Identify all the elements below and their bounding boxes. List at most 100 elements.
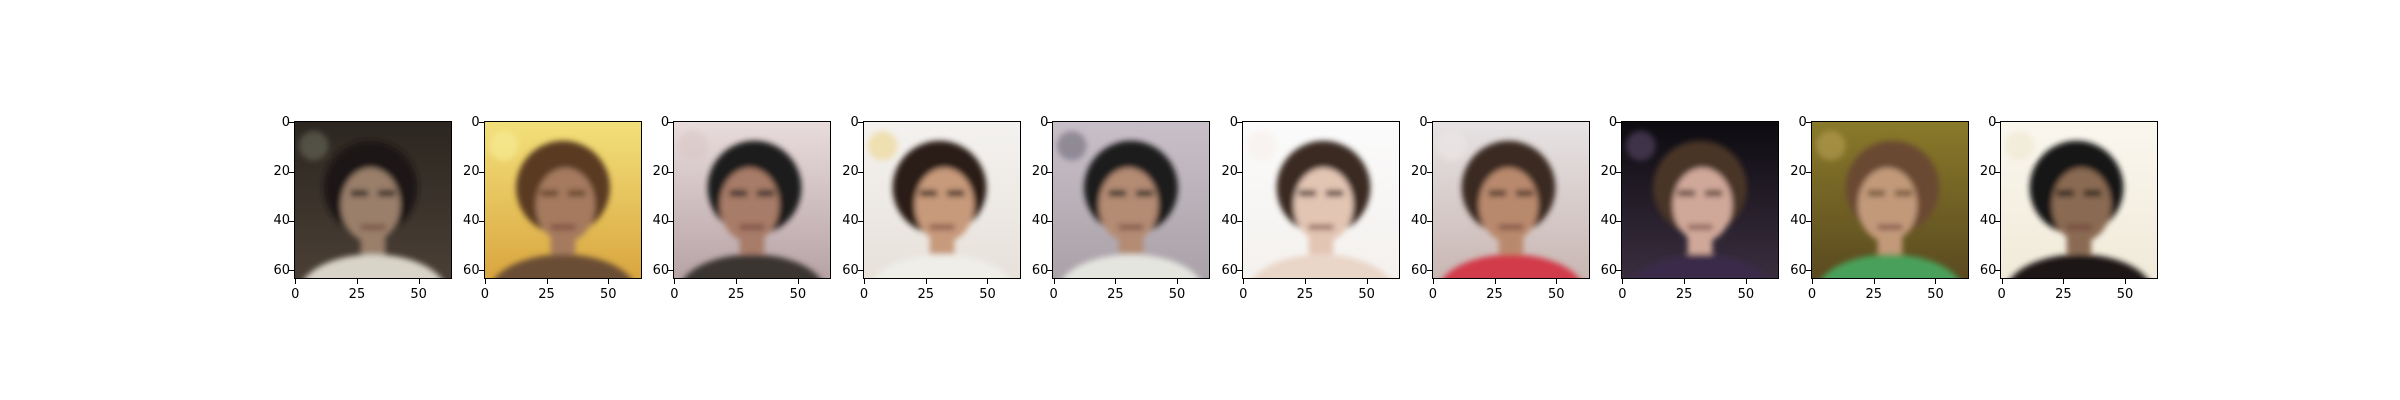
y-tick-mark [1995, 122, 2001, 124]
y-tick-label: 60 [842, 262, 859, 278]
image-panel-9: 0 20 40 60 0 25 50 [1790, 0, 1993, 320]
y-tick-label: 60 [463, 262, 480, 278]
image-panel-10: 0 20 40 60 0 25 50 [1980, 0, 2182, 320]
x-tick-mark [1684, 279, 1686, 284]
x-tick-mark [1622, 279, 1624, 284]
x-tick-mark [1432, 279, 1434, 284]
y-tick-label: 60 [1221, 262, 1238, 278]
x-tick-label: 25 [727, 287, 745, 302]
x-tick-label: 50 [789, 287, 807, 302]
x-tick-label: 25 [538, 287, 555, 302]
face-image [673, 121, 832, 279]
x-tick-mark [1745, 279, 1747, 284]
face-image [1431, 121, 1590, 279]
y-tick-label: 60 [1411, 262, 1428, 278]
y-tick-mark [1805, 270, 1811, 272]
face-thumbnail [1431, 121, 1590, 279]
x-tick-mark [1812, 279, 1814, 284]
y-tick-mark [289, 270, 294, 272]
y-tick-mark [1805, 171, 1811, 173]
x-tick-mark [1873, 279, 1875, 284]
y-tick-label: 40 [1979, 213, 1997, 229]
x-tick-label: 50 [410, 287, 427, 302]
y-tick-mark [1237, 270, 1242, 272]
image-panel-1: 0 20 40 60 0 25 50 [273, 0, 476, 320]
face-image [862, 121, 1021, 279]
x-tick-label: 25 [2055, 287, 2072, 302]
y-tick-label: 60 [1031, 262, 1049, 278]
x-tick-mark [356, 279, 358, 284]
x-tick-label: 25 [1486, 287, 1503, 302]
y-tick-label: 0 [1608, 114, 1618, 130]
face-image [1242, 121, 1400, 279]
x-tick-mark [797, 279, 799, 284]
y-tick-label: 60 [1790, 262, 1807, 278]
x-tick-label: 50 [1927, 287, 1944, 302]
y-tick-label: 20 [1600, 164, 1618, 180]
y-tick-mark [478, 171, 484, 173]
face-thumbnail [1621, 121, 1780, 279]
y-tick-label: 20 [273, 164, 290, 180]
x-tick-label: 25 [1107, 287, 1124, 302]
y-tick-label: 40 [273, 213, 290, 229]
face-image [483, 121, 642, 279]
x-tick-mark [987, 279, 989, 284]
x-tick-label: 50 [2116, 287, 2134, 302]
x-tick-label: 0 [1239, 287, 1248, 302]
y-tick-mark [289, 220, 294, 222]
image-panel-3: 0 20 40 60 0 25 50 [653, 0, 855, 320]
y-tick-mark [1805, 122, 1811, 124]
x-tick-label: 50 [1737, 287, 1755, 302]
y-tick-label: 20 [1221, 164, 1238, 180]
y-tick-mark [1047, 122, 1053, 124]
x-tick-mark [925, 279, 927, 284]
x-tick-label: 50 [1168, 287, 1186, 302]
y-tick-mark [1426, 122, 1432, 124]
x-tick-mark [1935, 279, 1937, 284]
y-tick-label: 40 [1221, 213, 1238, 229]
face-thumbnail [294, 121, 452, 279]
y-tick-mark [857, 122, 863, 124]
y-tick-mark [857, 220, 863, 222]
y-tick-mark [1616, 122, 1622, 124]
x-tick-label: 0 [1997, 287, 2006, 302]
face-thumbnail [1242, 121, 1400, 279]
y-tick-label: 0 [850, 114, 859, 130]
y-tick-label: 60 [1979, 262, 1997, 278]
x-tick-mark [1115, 279, 1117, 284]
y-tick-label: 0 [1419, 114, 1428, 130]
y-tick-mark [857, 270, 863, 272]
y-tick-mark [668, 270, 674, 272]
y-tick-label: 0 [1988, 114, 1997, 130]
x-tick-mark [1177, 279, 1179, 284]
y-tick-label: 40 [463, 213, 480, 229]
image-panel-8: 0 20 40 60 0 25 50 [1601, 0, 1803, 320]
y-tick-label: 20 [1979, 164, 1997, 180]
x-tick-label: 0 [670, 287, 679, 302]
image-panel-4: 0 20 40 60 0 25 50 [842, 0, 1045, 320]
x-tick-label: 25 [917, 287, 935, 302]
x-tick-label: 0 [1807, 287, 1817, 302]
y-tick-label: 0 [1229, 114, 1238, 130]
face-image [1621, 121, 1780, 279]
face-thumbnail [483, 121, 642, 279]
y-tick-mark [478, 270, 484, 272]
x-tick-mark [546, 279, 548, 284]
x-tick-mark [1494, 279, 1496, 284]
y-tick-label: 40 [842, 213, 859, 229]
x-tick-label: 25 [1675, 287, 1693, 302]
y-tick-label: 20 [652, 164, 670, 180]
x-tick-label: 0 [291, 287, 300, 302]
face-thumbnail [2000, 121, 2159, 279]
face-thumbnail [862, 121, 1021, 279]
y-tick-mark [1805, 220, 1811, 222]
y-tick-mark [668, 171, 674, 173]
x-tick-mark [295, 279, 297, 284]
y-tick-label: 20 [463, 164, 480, 180]
y-tick-mark [668, 220, 674, 222]
x-tick-label: 25 [1865, 287, 1883, 302]
y-tick-label: 20 [1411, 164, 1428, 180]
y-tick-mark [478, 220, 484, 222]
y-tick-mark [668, 122, 674, 124]
x-tick-label: 0 [1618, 287, 1627, 302]
